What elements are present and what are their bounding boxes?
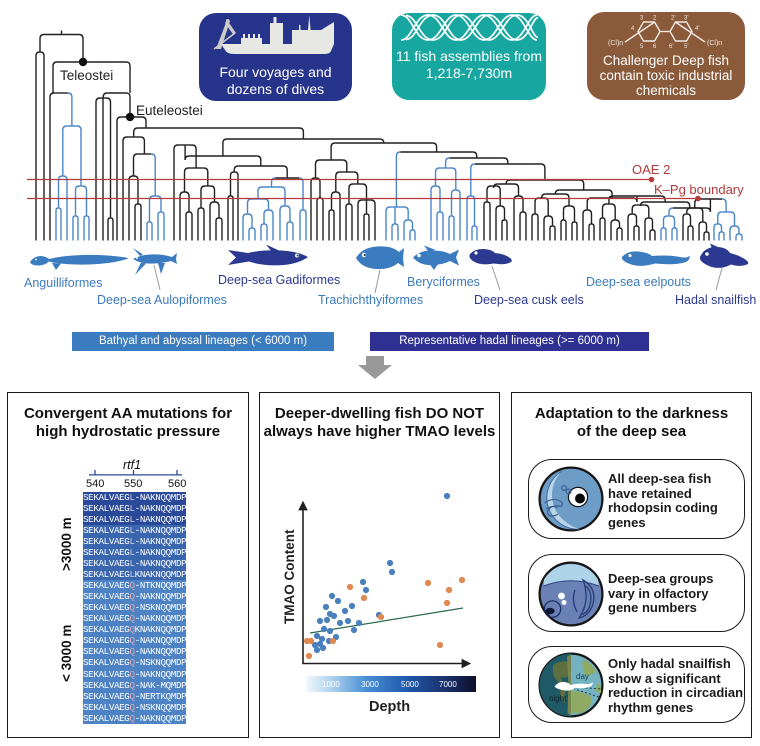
svg-text:K–Pg boundary: K–Pg boundary (654, 182, 744, 197)
svg-text:550: 550 (124, 478, 142, 490)
svg-text:TMAO Content: TMAO Content (282, 529, 297, 624)
svg-text:2': 2' (671, 16, 675, 22)
svg-text:4': 4' (695, 26, 699, 32)
svg-text:OAE 2: OAE 2 (632, 162, 670, 177)
svg-text:5: 5 (640, 44, 644, 48)
svg-text:Beryciformes: Beryciformes (407, 275, 480, 289)
svg-text:3': 3' (684, 16, 688, 22)
svg-text:Teleostei: Teleostei (60, 68, 113, 83)
svg-text:3: 3 (640, 16, 644, 22)
svg-text:7000: 7000 (439, 680, 457, 689)
svg-text:Hadal snailfish: Hadal snailfish (675, 293, 756, 307)
svg-text:(Cl)n: (Cl)n (608, 40, 623, 47)
svg-text:night: night (549, 694, 567, 703)
svg-text:Trachichthyiformes: Trachichthyiformes (318, 293, 423, 307)
svg-text:Anguilliformes: Anguilliformes (24, 276, 103, 290)
svg-text:3000: 3000 (361, 680, 379, 689)
svg-text:540: 540 (86, 478, 104, 490)
svg-text:(Cl)n: (Cl)n (707, 40, 722, 47)
svg-text:Deep-sea cusk eels: Deep-sea cusk eels (474, 293, 584, 307)
svg-text:6': 6' (669, 44, 673, 48)
svg-text:Euteleostei: Euteleostei (136, 103, 203, 118)
svg-text:Deep-sea eelpouts: Deep-sea eelpouts (586, 275, 691, 289)
svg-text:2: 2 (653, 16, 657, 22)
svg-text:560: 560 (168, 478, 186, 490)
svg-text:Deep-sea Gadiformes: Deep-sea Gadiformes (218, 273, 340, 287)
svg-text:Depth: Depth (369, 699, 410, 715)
svg-text:day: day (576, 672, 589, 681)
svg-text:5000: 5000 (401, 680, 419, 689)
svg-text:5': 5' (684, 44, 688, 48)
svg-text:6: 6 (653, 44, 657, 48)
svg-text:4: 4 (631, 26, 635, 32)
svg-text:1000: 1000 (322, 680, 340, 689)
svg-text:Deep-sea Aulopiformes: Deep-sea Aulopiformes (97, 293, 227, 307)
